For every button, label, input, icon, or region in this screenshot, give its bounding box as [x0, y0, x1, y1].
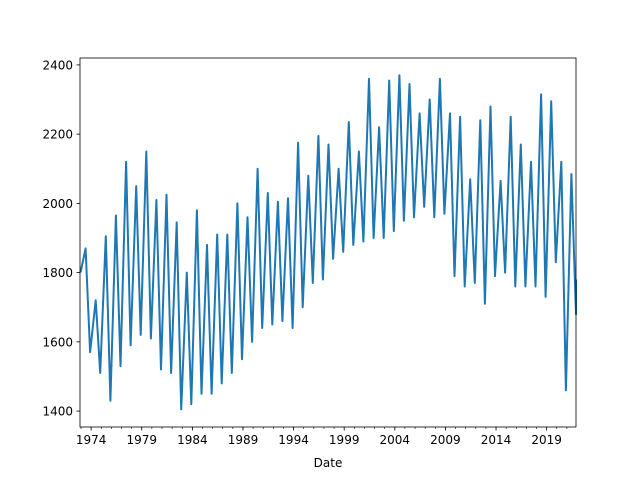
- x-tick-label: 1999: [329, 433, 360, 447]
- x-tick-label: 2009: [430, 433, 461, 447]
- y-axis: 1400 1600 1800 2000 2200 2400: [42, 58, 80, 419]
- x-tick-label: 1989: [228, 433, 259, 447]
- axes-frame: [79, 57, 577, 428]
- x-tick-label: 1974: [76, 433, 107, 447]
- x-tick-label: 1979: [126, 433, 157, 447]
- x-tick-label: 1984: [177, 433, 208, 447]
- series-line-value: [79, 74, 577, 411]
- plot-area: [79, 74, 577, 411]
- x-tick-label: 2004: [380, 433, 411, 447]
- x-axis-label: Date: [314, 456, 343, 470]
- y-tick-label: 1800: [42, 266, 73, 280]
- y-tick-label: 1400: [42, 405, 73, 419]
- y-tick-label: 1600: [42, 335, 73, 349]
- x-tick-label: 2019: [531, 433, 562, 447]
- x-tick-label: 1994: [278, 433, 309, 447]
- x-axis: 1974 1979 1984 1989 1994 1999 2004 2009 2014 2019: [76, 427, 568, 447]
- x-tick-label: 2014: [481, 433, 512, 447]
- y-tick-label: 2000: [42, 197, 73, 211]
- y-tick-label: 2200: [42, 128, 73, 142]
- y-tick-label: 2400: [42, 58, 73, 72]
